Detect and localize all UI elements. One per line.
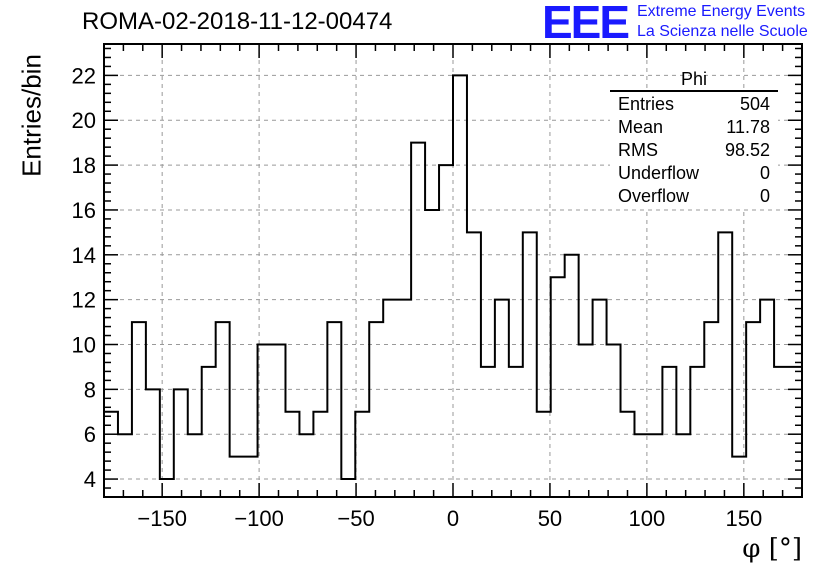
- axis-ticks: [104, 44, 802, 497]
- y-tick-label: 10: [72, 333, 96, 358]
- y-tick-label: 12: [72, 288, 96, 313]
- eee-logo: EEE: [542, 0, 630, 48]
- histogram-bin: [551, 277, 565, 497]
- stats-row-value: 504: [740, 94, 770, 114]
- stats-box-bg: [610, 91, 778, 209]
- histogram-bin: [216, 322, 230, 497]
- histogram-bin: [607, 345, 621, 497]
- tick-labels: −150 −100 −50 0 50 100 150 4 6 8 10 12 14 16 18 20 22: [72, 63, 763, 531]
- histogram-bin: [746, 322, 760, 497]
- histogram-bin: [230, 457, 244, 497]
- histogram-bin: [425, 210, 439, 497]
- histogram-bin: [788, 367, 802, 497]
- histogram-outline: [104, 74, 802, 481]
- histogram-bin: [202, 367, 216, 497]
- histogram-bin: [313, 412, 327, 497]
- histogram-bin: [593, 300, 607, 497]
- histogram-bin: [146, 389, 160, 497]
- histogram-bin: [621, 412, 635, 497]
- histogram-bin: [244, 457, 258, 497]
- histogram-bin: [718, 232, 732, 497]
- histogram-bin: [397, 300, 411, 497]
- y-tick-label: 8: [84, 377, 96, 402]
- histogram-bin: [439, 165, 453, 497]
- x-tick-label: −50: [337, 506, 374, 531]
- plot-title: ROMA-02-2018-11-12-00474: [82, 8, 393, 35]
- histogram-bin: [565, 255, 579, 497]
- stats-title: Phi: [681, 69, 707, 89]
- histogram-bin: [676, 434, 690, 497]
- x-tick-label: −150: [137, 506, 187, 531]
- histogram-bin: [132, 322, 146, 497]
- histogram-bin: [174, 389, 188, 497]
- stats-row-label: Mean: [618, 117, 663, 137]
- stats-row-value: 0: [760, 163, 770, 183]
- y-tick-label: 16: [72, 198, 96, 223]
- logo-line-2: La Scienza nelle Scuole: [637, 23, 808, 40]
- histogram-bin: [411, 143, 425, 497]
- stats-row-value: 98.52: [725, 140, 770, 160]
- histogram-bin: [648, 434, 662, 497]
- histogram-bin: [467, 232, 481, 497]
- x-tick-label: 0: [447, 506, 459, 531]
- y-tick-label: 4: [84, 467, 96, 492]
- histogram-bin: [327, 322, 341, 497]
- x-tick-label: 50: [538, 506, 562, 531]
- histogram-bin: [704, 322, 718, 497]
- stats-row-value: 11.78: [726, 117, 770, 137]
- histogram-bin: [509, 367, 523, 497]
- histogram-bin: [662, 367, 676, 497]
- histogram-bin: [481, 367, 495, 497]
- histogram-bin: [272, 345, 286, 497]
- histogram-bin: [285, 412, 299, 497]
- stats-row-value: 0: [760, 186, 770, 206]
- y-tick-label: 6: [84, 422, 96, 447]
- histogram-bin: [369, 322, 383, 497]
- histogram-bin: [690, 367, 704, 497]
- logo-line-1: Extreme Energy Events: [637, 3, 806, 20]
- x-tick-label: 150: [725, 506, 762, 531]
- histogram-bin: [188, 434, 202, 497]
- y-tick-label: 20: [72, 108, 96, 133]
- histogram-bin: [760, 300, 774, 497]
- histogram-bin: [258, 345, 272, 497]
- histogram-bin: [453, 75, 467, 497]
- histogram-bin: [774, 367, 788, 497]
- histogram-bin: [118, 434, 132, 497]
- x-tick-label: −100: [234, 506, 284, 531]
- x-axis-label: φ [°]: [742, 534, 802, 564]
- histogram-bin: [383, 300, 397, 497]
- y-tick-label: 22: [72, 63, 96, 88]
- histogram-bin: [537, 412, 551, 497]
- x-tick-label: 100: [629, 506, 666, 531]
- stats-row-label: Underflow: [618, 163, 700, 183]
- logo-text: Extreme Energy Events La Scienza nelle S…: [637, 2, 808, 42]
- stats-row-label: RMS: [618, 140, 658, 160]
- histogram-bin: [495, 300, 509, 497]
- histogram-bin: [299, 434, 313, 497]
- stats-row-label: Entries: [618, 94, 674, 114]
- y-tick-label: 14: [72, 243, 96, 268]
- histogram-bin: [355, 412, 369, 497]
- stats-row-label: Overflow: [618, 186, 690, 206]
- histogram-bin: [523, 232, 537, 497]
- y-tick-label: 18: [72, 153, 96, 178]
- stats-box: Phi Entries 504 Mean 11.78 RMS 98.52 Underflow 0…: [610, 69, 778, 209]
- histogram-bin: [579, 345, 593, 497]
- histogram-bin: [341, 479, 355, 497]
